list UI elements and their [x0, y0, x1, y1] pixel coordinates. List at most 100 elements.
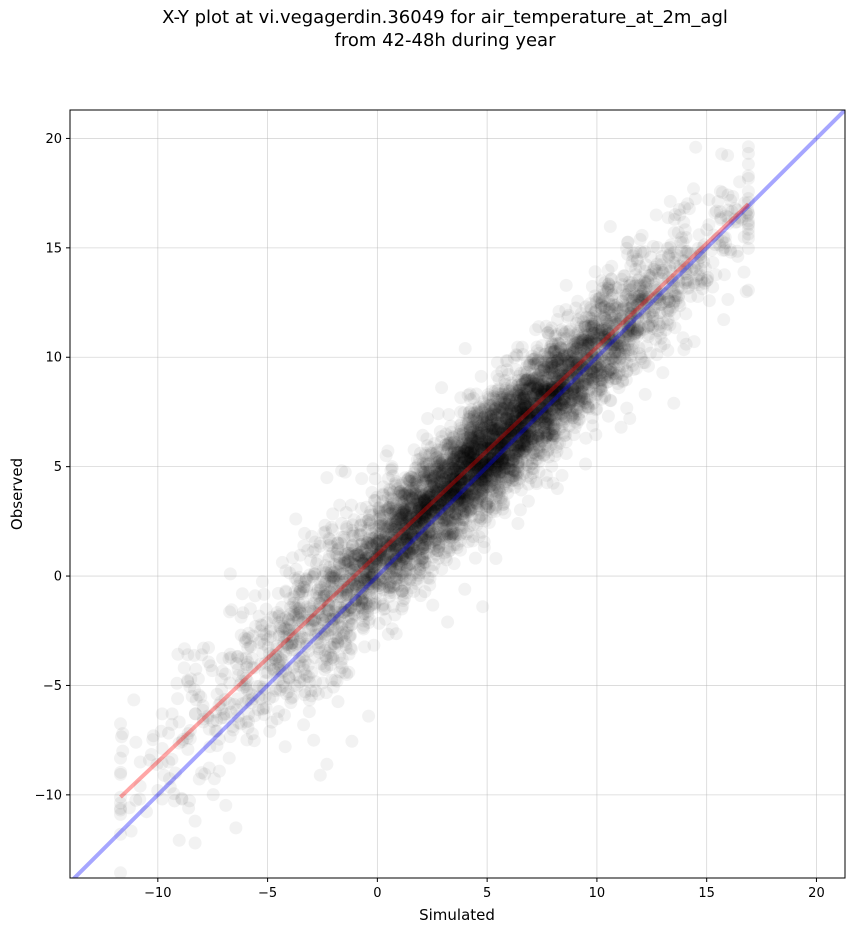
data-point	[286, 551, 300, 565]
data-point	[411, 501, 425, 515]
data-point	[483, 463, 496, 476]
data-point	[474, 369, 488, 383]
data-point	[620, 365, 634, 379]
data-point	[496, 502, 510, 516]
data-point	[555, 407, 569, 421]
data-point	[598, 300, 611, 313]
data-point	[428, 476, 441, 490]
data-point	[499, 382, 513, 396]
data-point	[601, 409, 615, 423]
data-point	[348, 578, 362, 592]
data-point	[214, 672, 228, 686]
data-point	[397, 520, 411, 534]
data-point	[293, 632, 307, 646]
data-point	[368, 472, 382, 486]
data-point	[547, 432, 561, 446]
data-point	[500, 401, 514, 415]
data-point	[562, 347, 576, 361]
data-point	[639, 290, 653, 304]
data-point	[404, 470, 418, 484]
data-point	[553, 403, 567, 417]
data-point	[255, 575, 269, 589]
data-point	[344, 601, 358, 614]
data-point	[494, 458, 508, 472]
data-point	[198, 767, 212, 781]
data-point	[297, 539, 311, 553]
data-point	[698, 261, 712, 275]
data-point	[289, 608, 303, 622]
data-point	[538, 431, 552, 445]
data-point	[570, 368, 584, 382]
data-point	[679, 337, 693, 351]
data-point	[486, 464, 500, 478]
data-point	[537, 448, 551, 462]
data-point	[605, 259, 619, 273]
data-point	[558, 347, 572, 361]
data-point	[418, 516, 432, 530]
data-point	[483, 457, 497, 470]
data-point	[497, 395, 511, 409]
data-point	[212, 764, 226, 778]
data-point	[424, 497, 438, 511]
data-point	[431, 466, 445, 480]
data-point	[514, 427, 528, 440]
data-point	[484, 423, 498, 437]
data-point	[558, 352, 572, 366]
data-point	[447, 452, 461, 466]
data-point	[438, 474, 452, 488]
data-point	[646, 263, 660, 276]
data-point	[467, 457, 481, 471]
data-point	[206, 788, 220, 802]
data-point	[547, 422, 560, 436]
data-point	[384, 463, 398, 477]
data-point	[324, 579, 338, 593]
data-point	[235, 587, 249, 601]
data-point	[438, 476, 452, 490]
data-point	[615, 283, 629, 297]
data-point	[552, 388, 566, 402]
data-point	[338, 552, 352, 566]
data-point	[463, 455, 477, 469]
data-point	[528, 381, 542, 395]
data-point	[717, 313, 731, 327]
data-point	[606, 287, 620, 301]
chart-title: X-Y plot at vi.vegagerdin.36049 for air_…	[0, 6, 854, 52]
data-point	[492, 403, 506, 417]
data-point	[446, 483, 460, 497]
data-point	[559, 278, 573, 292]
data-point	[457, 490, 471, 504]
data-points	[114, 140, 755, 878]
data-point	[430, 467, 444, 481]
data-point	[326, 587, 339, 601]
data-point	[426, 598, 440, 612]
data-point	[624, 301, 638, 315]
data-point	[435, 381, 449, 395]
data-point	[408, 473, 422, 487]
data-point	[629, 362, 643, 375]
data-point	[527, 394, 541, 408]
data-point	[419, 538, 433, 552]
data-point	[532, 320, 546, 334]
data-point	[278, 708, 291, 722]
data-point	[513, 503, 527, 517]
data-point	[341, 598, 355, 612]
data-point	[358, 543, 372, 557]
data-point	[321, 620, 335, 634]
data-point	[415, 554, 429, 568]
data-point	[540, 360, 554, 374]
data-point	[257, 708, 271, 722]
data-point	[523, 412, 537, 426]
data-point	[442, 408, 456, 421]
data-point	[579, 363, 593, 377]
data-point	[339, 641, 353, 655]
data-point	[376, 494, 390, 508]
data-point	[605, 291, 619, 305]
data-point	[331, 695, 345, 709]
data-point	[326, 507, 340, 521]
data-point	[464, 393, 477, 406]
data-point	[498, 401, 512, 414]
data-point	[415, 530, 429, 544]
data-point	[601, 327, 615, 341]
data-point	[124, 824, 138, 838]
